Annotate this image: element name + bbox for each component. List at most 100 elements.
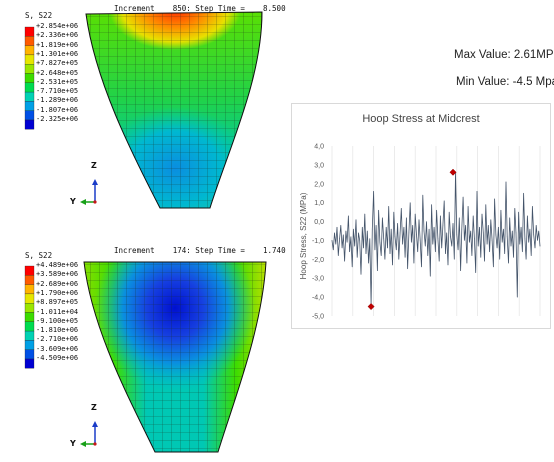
chart-data-point [506, 236, 508, 238]
chart-data-point [456, 234, 458, 236]
chart-data-point [442, 224, 444, 226]
chart-data-point [446, 232, 448, 234]
legend-value-label: -2.325e+06 [36, 115, 79, 123]
chart-data-point [528, 241, 530, 243]
legend-value-label: -2.710e+06 [36, 335, 79, 344]
chart-data-point [433, 226, 435, 228]
legend-swatch [24, 358, 35, 369]
chart-data-point [486, 243, 488, 245]
chart-data-point [412, 224, 414, 226]
top-axis-y-label: Y [70, 197, 76, 206]
chart-data-point [527, 215, 528, 217]
chart-data-point [539, 245, 541, 247]
chart-data-point [387, 247, 388, 249]
chart-data-point [332, 249, 334, 251]
chart-data-point [365, 253, 367, 255]
chart-data-point [460, 270, 461, 272]
chart-data-point [354, 245, 356, 247]
chart-data-point [390, 228, 392, 230]
chart-data-point [349, 251, 350, 253]
chart-data-point [491, 240, 493, 241]
chart-series-line [331, 172, 541, 305]
chart-data-point [529, 228, 531, 230]
chart-data-point [461, 228, 463, 230]
chart-data-point [417, 251, 419, 253]
chart-data-point [498, 226, 499, 228]
chart-extreme-marker [449, 168, 457, 176]
chart-data-point [336, 226, 338, 228]
chart-data-point [453, 258, 455, 260]
chart-data-point [348, 215, 349, 217]
chart-data-point [416, 234, 417, 236]
chart-data-point [350, 236, 352, 238]
legend-swatch [24, 110, 35, 121]
chart-data-point [428, 228, 430, 230]
bottom-increment-text: Increment 174: Step Time = 1.740 [114, 246, 286, 255]
chart-data-point [384, 258, 386, 260]
chart-data-point [501, 241, 503, 243]
top-increment-text: Increment 850: Step Time = 8.500 [114, 4, 286, 13]
chart-data-point [364, 213, 366, 215]
chart-data-point [533, 234, 535, 236]
chart-data-point [398, 258, 400, 260]
chart-data-point [532, 206, 533, 207]
chart-data-point [399, 232, 401, 234]
chart-y-tick-label: -4,0 [312, 295, 324, 302]
top-axis-triad-icon [80, 179, 98, 205]
chart-data-point [471, 255, 473, 256]
chart-data-point [515, 232, 517, 234]
chart-data-point [389, 253, 391, 255]
chart-y-ticks: 4,0 3,0 2,0 1,0 0,0 -1,0 -2,0 -3,0 -4,0 -5,0 [312, 144, 324, 321]
chart-data-point [335, 243, 337, 245]
legend-swatch [24, 321, 35, 332]
chart-data-point [408, 232, 410, 234]
chart-data-point [426, 221, 427, 222]
chart-data-point [450, 236, 451, 238]
chart-data-point [424, 245, 426, 247]
legend-value-label: -2.531e+05 [36, 77, 79, 86]
chart-title: Hoop Stress at Midcrest [362, 113, 479, 125]
legend-value-label: +1.301e+06 [36, 49, 79, 58]
chart-data-point [445, 253, 446, 255]
chart-data-point [480, 257, 482, 258]
chart-data-point [469, 241, 470, 243]
chart-data-point [508, 262, 509, 264]
chart-data-point [431, 204, 432, 205]
chart-data-point [392, 264, 393, 266]
chart-data-point [374, 249, 376, 251]
bottom-color-legend [24, 265, 35, 369]
chart-data-point [378, 209, 379, 211]
fe-contour-plots [24, 11, 267, 453]
chart-data-point [361, 226, 363, 228]
chart-data-point [371, 228, 373, 230]
chart-data-point [393, 211, 395, 213]
chart-data-point [394, 236, 396, 238]
chart-data-point [414, 213, 416, 215]
chart-data-point [514, 207, 516, 209]
chart-data-point [477, 245, 479, 247]
bottom-axis-z-label: Z [91, 403, 97, 412]
legend-value-label: +8.897e+05 [36, 298, 79, 307]
chart-data-point [509, 217, 511, 219]
chart-data-point [467, 206, 469, 207]
chart-data-point [481, 213, 483, 215]
chart-data-point [505, 181, 507, 183]
chart-data-point [484, 260, 485, 262]
legend-value-label: +2.648e+05 [36, 68, 79, 77]
chart-data-point [530, 255, 532, 256]
legend-swatch [24, 312, 35, 322]
legend-value-label: +3.589e+06 [36, 270, 79, 279]
chart-data-point [520, 226, 522, 228]
bottom-axis-y-label: Y [70, 439, 76, 448]
chart-data-point [385, 226, 387, 228]
legend-value-label: -3.609e+06 [36, 344, 79, 353]
hoop-stress-chart: Hoop Stress at Midcrest Hoop Stress, S22… [291, 103, 551, 329]
legend-swatch [24, 265, 35, 276]
chart-y-tick-label: -3,0 [312, 276, 324, 283]
legend-value-label: -1.810e+06 [36, 326, 79, 335]
chart-data-point [409, 202, 411, 204]
legend-value-label: -1.289e+06 [36, 96, 79, 105]
chart-data-point [346, 241, 348, 243]
chart-data-point [331, 240, 333, 241]
legend-value-label: +2.336e+06 [36, 31, 79, 40]
